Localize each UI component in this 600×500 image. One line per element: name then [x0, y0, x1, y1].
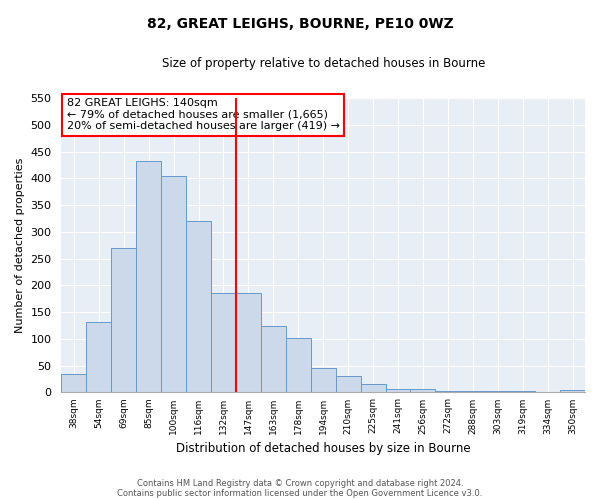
Text: Contains HM Land Registry data © Crown copyright and database right 2024.: Contains HM Land Registry data © Crown c… — [137, 478, 463, 488]
Bar — [311, 368, 335, 392]
Bar — [61, 374, 86, 392]
Title: Size of property relative to detached houses in Bourne: Size of property relative to detached ho… — [161, 58, 485, 70]
Bar — [386, 388, 410, 392]
Text: Contains public sector information licensed under the Open Government Licence v3: Contains public sector information licen… — [118, 488, 482, 498]
Bar — [86, 322, 111, 392]
Y-axis label: Number of detached properties: Number of detached properties — [15, 158, 25, 333]
Bar — [436, 391, 460, 392]
Bar — [261, 326, 286, 392]
Bar — [460, 391, 485, 392]
Bar — [111, 248, 136, 392]
Bar — [410, 388, 436, 392]
Bar — [286, 338, 311, 392]
Bar — [161, 176, 186, 392]
Bar — [361, 384, 386, 392]
Text: 82, GREAT LEIGHS, BOURNE, PE10 0WZ: 82, GREAT LEIGHS, BOURNE, PE10 0WZ — [146, 18, 454, 32]
Bar — [335, 376, 361, 392]
Bar — [136, 161, 161, 392]
Bar — [236, 294, 261, 392]
Bar — [560, 390, 585, 392]
Bar — [211, 294, 236, 392]
X-axis label: Distribution of detached houses by size in Bourne: Distribution of detached houses by size … — [176, 442, 470, 455]
Text: 82 GREAT LEIGHS: 140sqm
← 79% of detached houses are smaller (1,665)
20% of semi: 82 GREAT LEIGHS: 140sqm ← 79% of detache… — [67, 98, 340, 132]
Bar — [186, 221, 211, 392]
